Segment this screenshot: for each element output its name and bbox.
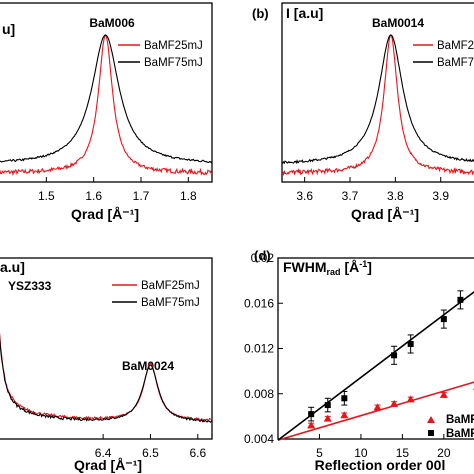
panel-b-label: (b) xyxy=(252,6,269,21)
panel-c-xlabel: Qrad [Å⁻¹] xyxy=(74,457,142,473)
panel-d-fit-line-1 xyxy=(277,290,474,441)
panel-b-legend: BaMF25mJ BaMF75mJ xyxy=(413,40,474,69)
panel-c-frame xyxy=(0,257,213,440)
panel-1-xtick-label: 3.8 xyxy=(387,189,404,203)
data-point-triangle xyxy=(307,421,316,429)
data-point-square xyxy=(324,402,331,409)
panel-0-xtick-label: 1.8 xyxy=(180,189,197,203)
panel-b-xlabel: Qrad [Å⁻¹] xyxy=(351,206,419,222)
panel-2-xtick-label: 6.4 xyxy=(95,446,112,460)
data-point-square xyxy=(440,316,447,323)
panel-d: (d) FWHMrad [Å-1] BaMF BaMF Reflection o… xyxy=(254,248,474,473)
panel-a-legend: BaMF25mJ BaMF75mJ xyxy=(118,40,203,69)
panel-d-ylabel: FWHMrad [Å-1] xyxy=(283,259,372,277)
panel-0-xtick-label: 1.6 xyxy=(85,189,102,203)
data-point-square xyxy=(391,352,398,359)
panel-a-xlabel: Qrad [Å⁻¹] xyxy=(71,206,139,222)
panel-a: u] BaM006 BaMF25mJ BaMF75mJ Qrad [Å⁻¹] xyxy=(0,2,213,222)
panel-d-ytick-label: 0.02 xyxy=(251,251,275,265)
panel-0-xtick-label: 1.7 xyxy=(133,189,150,203)
panel-d-legend: BaMF BaMF xyxy=(427,414,474,440)
panel-1-xtick-label: 3.7 xyxy=(342,189,359,203)
panel-0-series-1-line xyxy=(0,34,213,164)
legend-marker-triangle xyxy=(427,416,435,423)
legend-label-square: BaMF xyxy=(446,428,474,440)
legend-label-bamf75: BaMF75mJ xyxy=(144,57,203,69)
panel-b-frame xyxy=(281,2,474,183)
legend-label-bamf25: BaMF25mJ xyxy=(437,40,474,52)
panel-c: a.u] YSZ333 BaM0024 BaMF25mJ BaMF75mJ Qr… xyxy=(0,257,213,473)
data-point-triangle xyxy=(323,414,332,422)
legend-label-bamf75: BaMF75mJ xyxy=(437,57,474,69)
panel-d-fit-line-0 xyxy=(277,381,474,441)
panel-a-frame xyxy=(0,2,213,183)
panel-0-xtick-label: 1.5 xyxy=(38,189,55,203)
panel-b-ylabel: I [a.u] xyxy=(286,5,323,21)
panel-d-ytick-label: 0.012 xyxy=(244,342,274,356)
legend-label-bamf75: BaMF75mJ xyxy=(141,297,200,309)
panel-c-ylabel: a.u] xyxy=(0,259,25,275)
data-point-square xyxy=(407,340,414,347)
panel-d-xtick-label: 10 xyxy=(354,446,368,460)
panel-d-ytick-label: 0.004 xyxy=(244,432,274,446)
panel-b: (b) I [a.u] BaM0014 BaMF25mJ BaMF75mJ Qr… xyxy=(252,2,474,222)
panel-b-annotation: BaM0014 xyxy=(372,16,424,30)
data-point-triangle xyxy=(390,399,399,407)
panel-2-xtick-label: 6.6 xyxy=(189,446,206,460)
data-point-square xyxy=(457,296,464,303)
legend-marker-square xyxy=(428,430,434,436)
panel-d-xtick-label: 20 xyxy=(437,446,451,460)
legend-label-bamf25: BaMF25mJ xyxy=(144,40,203,52)
panel-2-series-0-line xyxy=(0,332,213,422)
data-point-triangle xyxy=(340,411,349,419)
panel-d-xtick-label: 5 xyxy=(316,446,323,460)
data-point-square xyxy=(308,411,315,418)
panel-1-series-0-line xyxy=(281,34,474,177)
panel-2-series-1-line xyxy=(0,334,213,423)
panel-d-ytick-label: 0.008 xyxy=(244,387,274,401)
panel-2-xtick-label: 6.5 xyxy=(142,446,159,460)
panel-d-label: (d) xyxy=(254,248,271,263)
data-point-triangle xyxy=(373,403,382,411)
data-point-triangle xyxy=(439,390,448,398)
panel-a-annotation: BaM006 xyxy=(89,16,135,30)
data-point-triangle xyxy=(406,395,415,403)
legend-label-triangle: BaMF xyxy=(446,414,474,426)
panel-c-annotation-ysz: YSZ333 xyxy=(8,279,52,293)
data-point-square xyxy=(341,395,348,402)
panel-1-xtick-label: 3.9 xyxy=(432,189,449,203)
panel-d-xlabel: Reflection order 00l xyxy=(315,457,446,473)
panel-d-xtick-label: 15 xyxy=(396,446,410,460)
chart-marks: 1.5 1.6 1.7 1.8 3.6 3.7 3.8 3.9 6.4 6.5 6.6 5 10 15 20… xyxy=(0,33,474,460)
panel-d-ytick-label: 0.016 xyxy=(244,296,274,310)
panel-a-ylabel: u] xyxy=(2,21,15,37)
legend-label-bamf25: BaMF25mJ xyxy=(141,280,200,292)
panel-1-series-1-line xyxy=(281,34,474,165)
panel-0-series-0-line xyxy=(0,33,213,177)
panel-1-xtick-label: 3.6 xyxy=(296,189,313,203)
panel-c-legend: BaMF25mJ BaMF75mJ xyxy=(112,280,200,309)
